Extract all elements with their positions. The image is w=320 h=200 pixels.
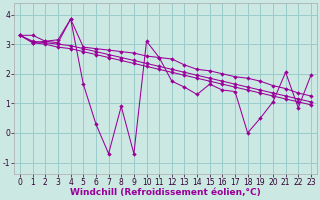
X-axis label: Windchill (Refroidissement éolien,°C): Windchill (Refroidissement éolien,°C) — [70, 188, 261, 197]
